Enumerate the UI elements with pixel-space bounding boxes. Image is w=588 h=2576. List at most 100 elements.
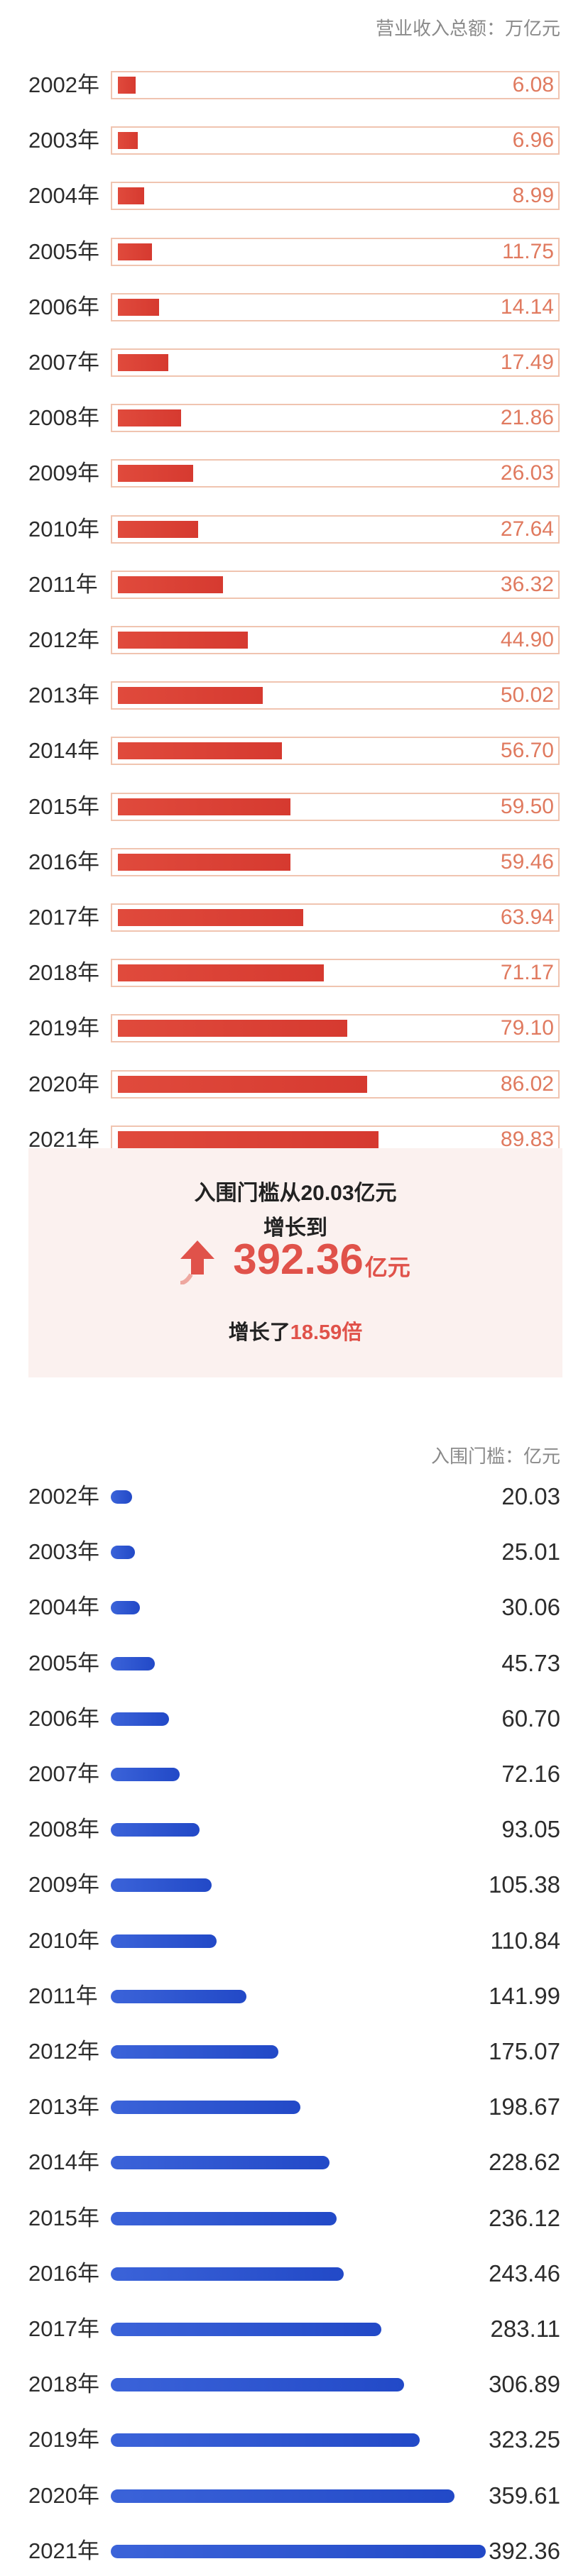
revenue-bar (118, 853, 290, 871)
threshold-bar (111, 1878, 212, 1893)
threshold-value-label: 175.07 (489, 2038, 560, 2064)
threshold-year-label: 2018年 (28, 2372, 99, 2397)
revenue-year-label: 2010年 (28, 516, 99, 541)
threshold-value-label: 198.67 (489, 2093, 560, 2120)
revenue-year-label: 2021年 (28, 1126, 99, 1152)
threshold-year-label: 2020年 (28, 2482, 99, 2508)
up-arrow-icon (180, 1240, 215, 1284)
revenue-bar (118, 409, 182, 427)
revenue-bar (118, 1075, 367, 1093)
revenue-bar-frame (111, 404, 560, 433)
threshold-value-label: 243.46 (489, 2259, 560, 2286)
threshold-year-label: 2010年 (28, 1927, 99, 1953)
threshold-year-label: 2013年 (28, 2094, 99, 2120)
revenue-bar (118, 298, 159, 316)
threshold-value-label: 30.06 (501, 1594, 560, 1621)
revenue-value-label: 89.83 (500, 1127, 554, 1151)
revenue-bar-frame (111, 126, 560, 155)
revenue-value-label: 6.96 (512, 128, 554, 153)
summary-big-value: 392.36 (233, 1235, 364, 1283)
revenue-value-label: 79.10 (500, 1016, 554, 1040)
threshold-year-label: 2012年 (28, 2039, 99, 2064)
revenue-bar (118, 354, 169, 371)
summary-growth-line: 增长了18.59倍 (28, 1316, 562, 1345)
revenue-year-label: 2011年 (28, 571, 98, 597)
revenue-year-label: 2019年 (28, 1015, 99, 1041)
threshold-bar (111, 1490, 132, 1504)
threshold-year-label: 2004年 (28, 1595, 99, 1620)
threshold-bar (111, 2045, 278, 2059)
revenue-value-label: 59.50 (500, 794, 554, 818)
threshold-value-label: 60.70 (501, 1705, 560, 1732)
threshold-value-label: 283.11 (490, 2316, 560, 2342)
threshold-bar (111, 1546, 135, 1560)
revenue-year-label: 2013年 (28, 683, 99, 708)
revenue-bar (118, 742, 283, 760)
threshold-bar (111, 1601, 140, 1615)
revenue-value-label: 8.99 (512, 184, 554, 208)
summary-line1: 入围门槛从20.03亿元 (194, 1182, 397, 1205)
revenue-year-label: 2012年 (28, 627, 99, 652)
revenue-bar (118, 909, 303, 926)
summary-growth-value: 18.59倍 (290, 1321, 363, 1344)
threshold-bar (111, 2544, 486, 2558)
revenue-bar (118, 465, 194, 483)
revenue-value-label: 63.94 (500, 906, 554, 929)
threshold-year-label: 2003年 (28, 1539, 99, 1565)
threshold-value-label: 20.03 (501, 1483, 560, 1509)
revenue-year-label: 2005年 (28, 238, 99, 264)
threshold-bar (111, 1934, 217, 1948)
threshold-year-label: 2009年 (28, 1872, 99, 1898)
revenue-bar-frame (111, 237, 560, 266)
threshold-bar (111, 2267, 344, 2281)
revenue-value-label: 56.70 (500, 739, 554, 763)
threshold-value-label: 72.16 (501, 1761, 560, 1787)
summary-card: 入围门槛从20.03亿元 增长到 392.36 亿元 增长了18.59倍 (28, 1148, 562, 1377)
revenue-bar-frame (111, 292, 560, 321)
revenue-bar-frame (111, 348, 560, 377)
revenue-value-label: 71.17 (500, 961, 554, 985)
revenue-year-label: 2020年 (28, 1071, 99, 1096)
summary-big-unit: 亿元 (364, 1255, 410, 1280)
threshold-value-label: 306.89 (489, 2371, 560, 2398)
revenue-year-label: 2004年 (28, 183, 99, 209)
threshold-value-label: 25.01 (501, 1539, 560, 1565)
revenue-year-label: 2014年 (28, 738, 99, 764)
revenue-year-label: 2002年 (28, 72, 99, 97)
revenue-value-label: 14.14 (500, 295, 554, 319)
revenue-bar (118, 520, 198, 538)
revenue-year-label: 2009年 (28, 461, 99, 486)
threshold-year-label: 2008年 (28, 1817, 99, 1842)
threshold-value-label: 323.25 (489, 2426, 560, 2453)
threshold-bar (111, 2323, 381, 2336)
revenue-year-label: 2003年 (28, 128, 99, 153)
threshold-bar (111, 1989, 247, 2003)
threshold-year-label: 2002年 (28, 1484, 99, 1509)
revenue-year-label: 2015年 (28, 793, 99, 819)
revenue-bar (118, 687, 263, 705)
revenue-value-label: 17.49 (500, 351, 554, 374)
threshold-bar (111, 2156, 330, 2170)
threshold-value-label: 45.73 (501, 1649, 560, 1676)
threshold-year-label: 2019年 (28, 2427, 99, 2453)
revenue-bar (118, 132, 138, 150)
revenue-value-label: 6.08 (512, 73, 554, 97)
threshold-value-label: 392.36 (489, 2537, 560, 2564)
threshold-value-label: 141.99 (489, 1982, 560, 2009)
revenue-value-label: 50.02 (500, 683, 554, 708)
revenue-bar (118, 77, 136, 94)
revenue-bar-frame (111, 71, 560, 99)
revenue-bar (118, 243, 152, 260)
threshold-year-label: 2011年 (28, 1983, 98, 2008)
revenue-unit-label: 营业收入总额：万亿元 (375, 18, 560, 39)
threshold-value-label: 93.05 (501, 1816, 560, 1843)
threshold-value-label: 359.61 (489, 2482, 560, 2509)
revenue-value-label: 27.64 (500, 517, 554, 541)
revenue-bar (118, 798, 290, 815)
threshold-year-label: 2015年 (28, 2205, 99, 2230)
revenue-year-label: 2006年 (28, 294, 99, 319)
revenue-bar-frame (111, 792, 560, 821)
revenue-year-label: 2017年 (28, 905, 99, 930)
revenue-value-label: 11.75 (502, 239, 554, 263)
threshold-bar (111, 1712, 169, 1726)
